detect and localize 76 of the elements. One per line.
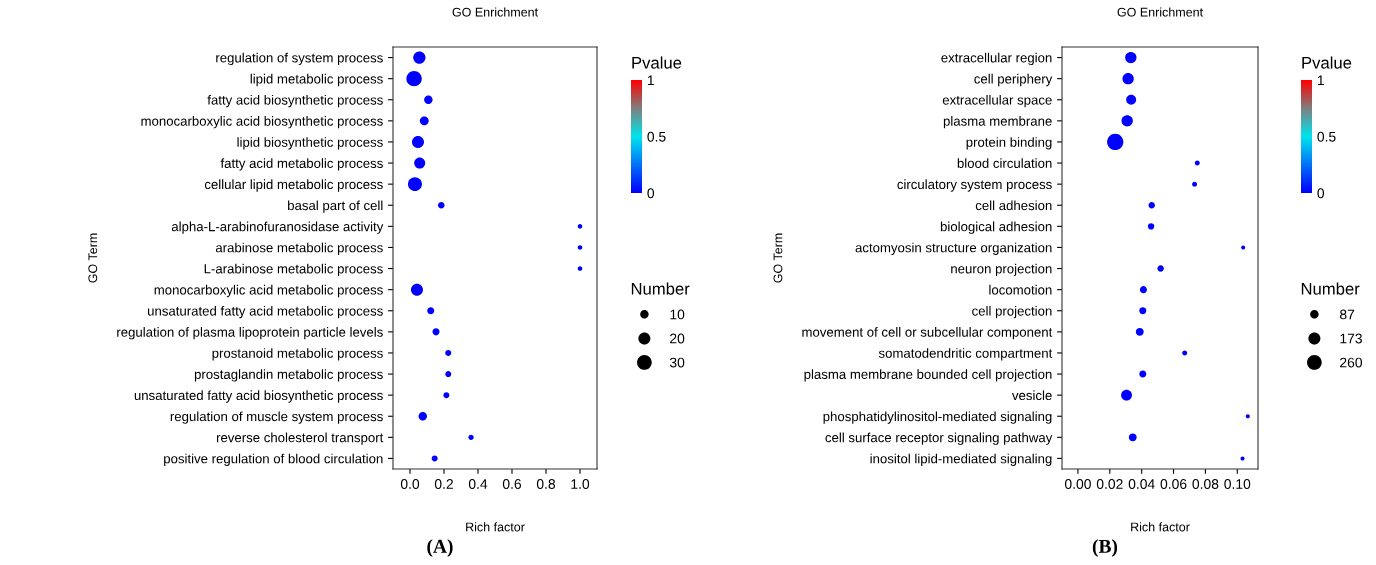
legend-label: 260: [1340, 357, 1363, 368]
x-tick-label: 0.04: [1128, 479, 1155, 489]
y-tick-label: fatty acid biosynthetic process: [207, 94, 383, 108]
x-tick-label: 0.6: [502, 479, 522, 489]
color-bar-label: 0: [647, 188, 655, 199]
x-axis-title: Rich factor: [466, 522, 525, 532]
color-bar-title: Pvalue: [1302, 56, 1352, 69]
y-tick-label: alpha-L-arabinofuranosidase activity: [171, 221, 384, 234]
legend-label: 87: [1339, 309, 1355, 320]
y-tick-label: L-arabinose metabolic process: [204, 263, 383, 277]
y-tick-label: extracellular region: [941, 52, 1052, 66]
color-bar-label: 1: [1317, 75, 1324, 86]
x-tick-label: 0.02: [1096, 479, 1123, 489]
legend-title: Number: [1301, 282, 1360, 295]
y-tick-label: plasma membrane: [943, 116, 1052, 129]
x-tick-label: 1.0: [571, 479, 590, 489]
legend-label: 20: [670, 333, 685, 344]
x-tick-label: 0.00: [1064, 479, 1091, 489]
y-tick-label: circulatory system process: [897, 179, 1052, 192]
y-tick-label: reverse cholesterol transport: [216, 432, 384, 445]
y-tick-label: extracellular space: [942, 94, 1052, 108]
y-tick-label: monocarboxylic acid biosynthetic process: [141, 116, 383, 129]
x-tick-label: 0.4: [468, 479, 488, 489]
y-tick-label: somatodendritic compartment: [878, 348, 1053, 361]
y-tick-label: blood circulation: [957, 158, 1052, 168]
y-tick-label: cellular lipid metabolic process: [204, 179, 383, 192]
text: (B): [1092, 539, 1118, 557]
y-tick-label: neuron projection: [951, 263, 1052, 277]
x-tick-label: 0.08: [1192, 479, 1219, 489]
y-tick-label: lipid metabolic process: [250, 73, 383, 87]
y-tick-label: positive regulation of blood circulation: [164, 453, 383, 466]
y-tick-label: actomyosin structure organization: [855, 242, 1052, 255]
y-tick-label: vesicle: [1011, 390, 1052, 401]
color-bar-label: 0.5: [1317, 131, 1336, 142]
y-tick-label: protein binding: [966, 137, 1052, 150]
y-tick-label: cell adhesion: [975, 200, 1052, 211]
color-bar-title: Pvalue: [632, 56, 682, 69]
color-bar-label: 0.5: [647, 131, 666, 142]
color-bar-label: 1: [647, 75, 654, 86]
text: (A): [427, 539, 453, 557]
x-tick-label: 0.06: [1160, 479, 1187, 489]
x-tick-label: 0.0: [400, 479, 420, 489]
y-axis-title: GO Term: [88, 233, 98, 283]
color-bar-label: 0: [1317, 188, 1325, 199]
y-tick-label: cell projection: [972, 305, 1052, 319]
legend-label: 30: [669, 357, 685, 368]
y-axis-title: GO Term: [773, 233, 783, 283]
legend-label: 10: [670, 309, 685, 320]
x-tick-label: 0.2: [434, 479, 453, 489]
legend-label: 173: [1340, 333, 1362, 344]
y-tick-label: plasma membrane bounded cell projection: [804, 369, 1052, 382]
legend-title: Number: [631, 282, 690, 295]
y-tick-label: prostaglandin metabolic process: [194, 369, 383, 382]
x-tick-label: 0.10: [1224, 479, 1251, 489]
y-tick-label: arabinose metabolic process: [215, 242, 383, 255]
chart-title: GO Enrichment: [452, 7, 538, 17]
y-tick-label: basal part of cell: [288, 200, 383, 213]
y-tick-label: prostanoid metabolic process: [212, 348, 383, 361]
y-tick-label: locomotion: [989, 284, 1052, 295]
y-tick-label: unsaturated fatty acid biosynthetic process: [134, 390, 383, 403]
y-tick-label: movement of cell or subcellular component: [802, 327, 1053, 340]
x-axis-title: Rich factor: [1131, 522, 1190, 532]
y-tick-label: monocarboxylic acid metabolic process: [154, 284, 383, 298]
y-tick-label: biological adhesion: [940, 221, 1052, 234]
y-tick-label: regulation of system process: [216, 52, 383, 66]
y-tick-label: lipid biosynthetic process: [237, 137, 383, 150]
y-tick-label: phosphatidylinositol-mediated signaling: [823, 411, 1052, 424]
y-tick-label: regulation of muscle system process: [170, 411, 383, 424]
chart-title: GO Enrichment: [1117, 7, 1203, 17]
y-tick-label: cell periphery: [974, 73, 1053, 87]
y-tick-label: inositol lipid-mediated signaling: [870, 453, 1052, 466]
x-tick-label: 0.8: [536, 479, 556, 489]
y-tick-label: unsaturated fatty acid metabolic process: [147, 305, 383, 319]
y-tick-label: fatty acid metabolic process: [220, 158, 383, 171]
y-tick-label: cell surface receptor signaling pathway: [825, 432, 1053, 445]
y-tick-label: regulation of plasma lipoprotein particle levels: [117, 327, 383, 340]
